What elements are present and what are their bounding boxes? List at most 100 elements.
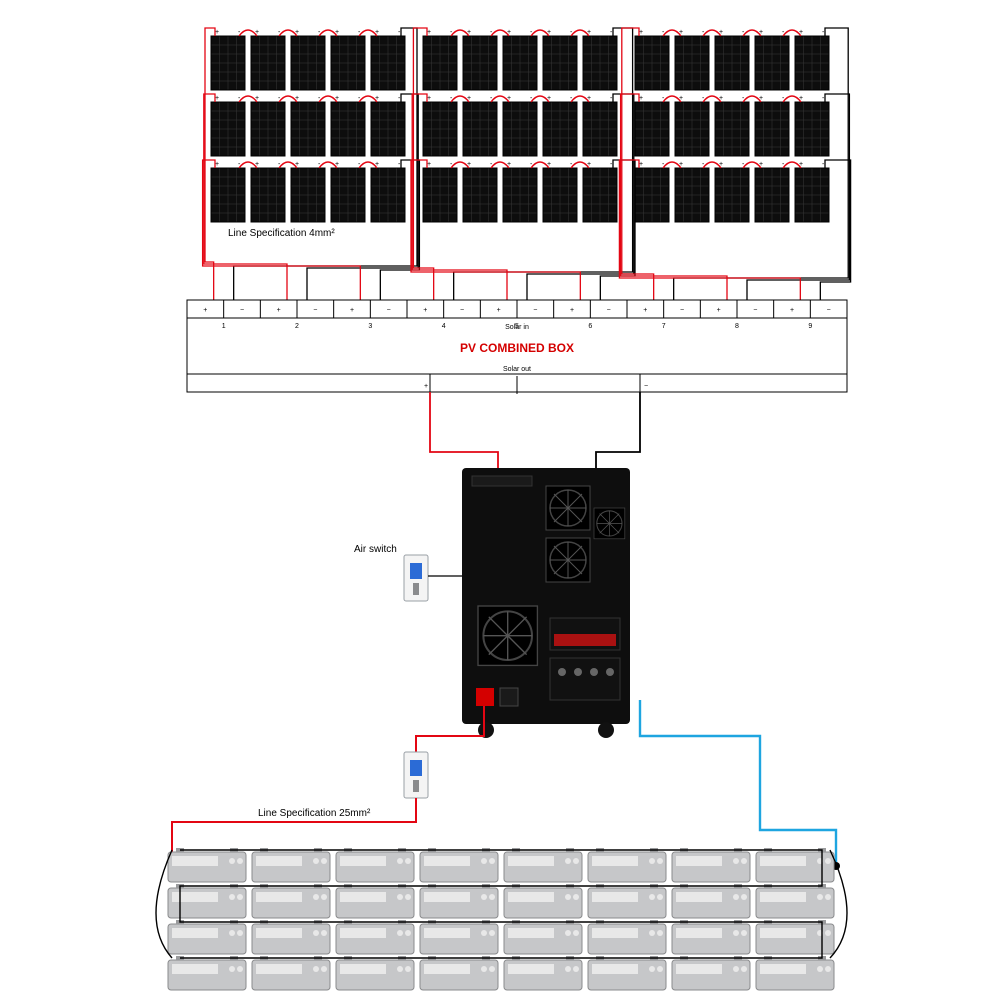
solar-panel [463, 168, 497, 222]
battery [168, 920, 246, 954]
solar-panel [463, 36, 497, 90]
svg-text:−: − [387, 307, 391, 314]
solar-panel [795, 36, 829, 90]
battery [672, 920, 750, 954]
svg-text:+: + [277, 307, 281, 314]
battery [168, 956, 246, 990]
battery [420, 848, 498, 882]
solar-panel [755, 36, 789, 90]
battery [504, 920, 582, 954]
terminal-number: 7 [662, 323, 666, 330]
svg-text:−: − [753, 307, 757, 314]
pv-combiner-box: +−1+−2+−3+−4+−5+−6+−7+−8+−9 Solar in PV … [187, 300, 847, 394]
solar-panel [583, 102, 617, 156]
combiner-title: PV COMBINED BOX [460, 341, 574, 355]
solar-panel [543, 102, 577, 156]
inverter [462, 468, 630, 738]
solar-panel [635, 36, 669, 90]
air-switch-battery [404, 752, 428, 798]
terminal-number: 4 [442, 323, 446, 330]
svg-text:+: + [643, 307, 647, 314]
solar-panel [423, 168, 457, 222]
svg-text:−: − [240, 307, 244, 314]
solar-panel [635, 102, 669, 156]
solar-panel [755, 168, 789, 222]
wire-combiner-pos [430, 392, 498, 470]
solar-panel [251, 102, 285, 156]
solar-panel [715, 36, 749, 90]
solar-panel [371, 36, 405, 90]
solar-panel [331, 102, 365, 156]
battery [336, 956, 414, 990]
battery [252, 884, 330, 918]
solar-out-label: Solar out [503, 366, 531, 373]
solar-panel [211, 168, 245, 222]
line-spec-top-label: Line Specification 4mm² [228, 228, 335, 239]
battery [252, 956, 330, 990]
svg-text:−: − [607, 307, 611, 314]
solar-panel [795, 102, 829, 156]
svg-text:+: + [423, 307, 427, 314]
battery-bank [168, 848, 834, 990]
svg-text:−: − [460, 307, 464, 314]
svg-text:+: + [350, 307, 354, 314]
battery [420, 956, 498, 990]
battery [672, 848, 750, 882]
solar-panel [583, 36, 617, 90]
battery [336, 848, 414, 882]
solar-panel [371, 102, 405, 156]
solar-panel [291, 168, 325, 222]
svg-text:+: + [203, 307, 207, 314]
solar-panel [715, 168, 749, 222]
solar-panel [251, 168, 285, 222]
battery [672, 956, 750, 990]
svg-text:+: + [497, 307, 501, 314]
solar-panel [251, 36, 285, 90]
terminal-number: 8 [735, 323, 739, 330]
terminal-number: 6 [588, 323, 592, 330]
solar-panel [331, 36, 365, 90]
svg-text:−: − [533, 307, 537, 314]
solar-panel [211, 102, 245, 156]
solar-panel [463, 102, 497, 156]
terminal-number: 3 [368, 323, 372, 330]
battery [336, 884, 414, 918]
battery [588, 848, 666, 882]
svg-text:+: + [424, 383, 428, 390]
solar-panel [423, 36, 457, 90]
solar-panel [635, 168, 669, 222]
battery [588, 956, 666, 990]
solar-panel [675, 168, 709, 222]
svg-text:−: − [680, 307, 684, 314]
solar-panel [211, 36, 245, 90]
air-switch-label: Air switch [354, 544, 397, 555]
terminal-number: 9 [808, 323, 812, 330]
svg-text:−: − [313, 307, 317, 314]
solar-panel [543, 168, 577, 222]
battery [756, 884, 834, 918]
battery [672, 884, 750, 918]
solar-panel [543, 36, 577, 90]
wire-combiner-neg [596, 392, 640, 470]
battery [756, 956, 834, 990]
solar-panel [503, 36, 537, 90]
battery [420, 920, 498, 954]
battery [588, 884, 666, 918]
solar-panel [331, 168, 365, 222]
solar-panel [423, 102, 457, 156]
solar-panel [583, 168, 617, 222]
solar-panel-arrays: +-+-+-+-+-+-+-+-+-+-+-+-+-+-+-+-+-+-+-+-… [211, 29, 829, 222]
battery [504, 956, 582, 990]
solar-in-label: Solar in [505, 324, 529, 331]
battery [504, 848, 582, 882]
line-spec-battery-label: Line Specification 25mm² [258, 808, 371, 819]
terminal-number: 1 [222, 323, 226, 330]
battery [168, 848, 246, 882]
battery [588, 920, 666, 954]
svg-text:+: + [790, 307, 794, 314]
solar-panel [291, 102, 325, 156]
svg-text:−: − [644, 383, 648, 390]
solar-panel [503, 168, 537, 222]
battery [252, 848, 330, 882]
solar-panel [675, 36, 709, 90]
